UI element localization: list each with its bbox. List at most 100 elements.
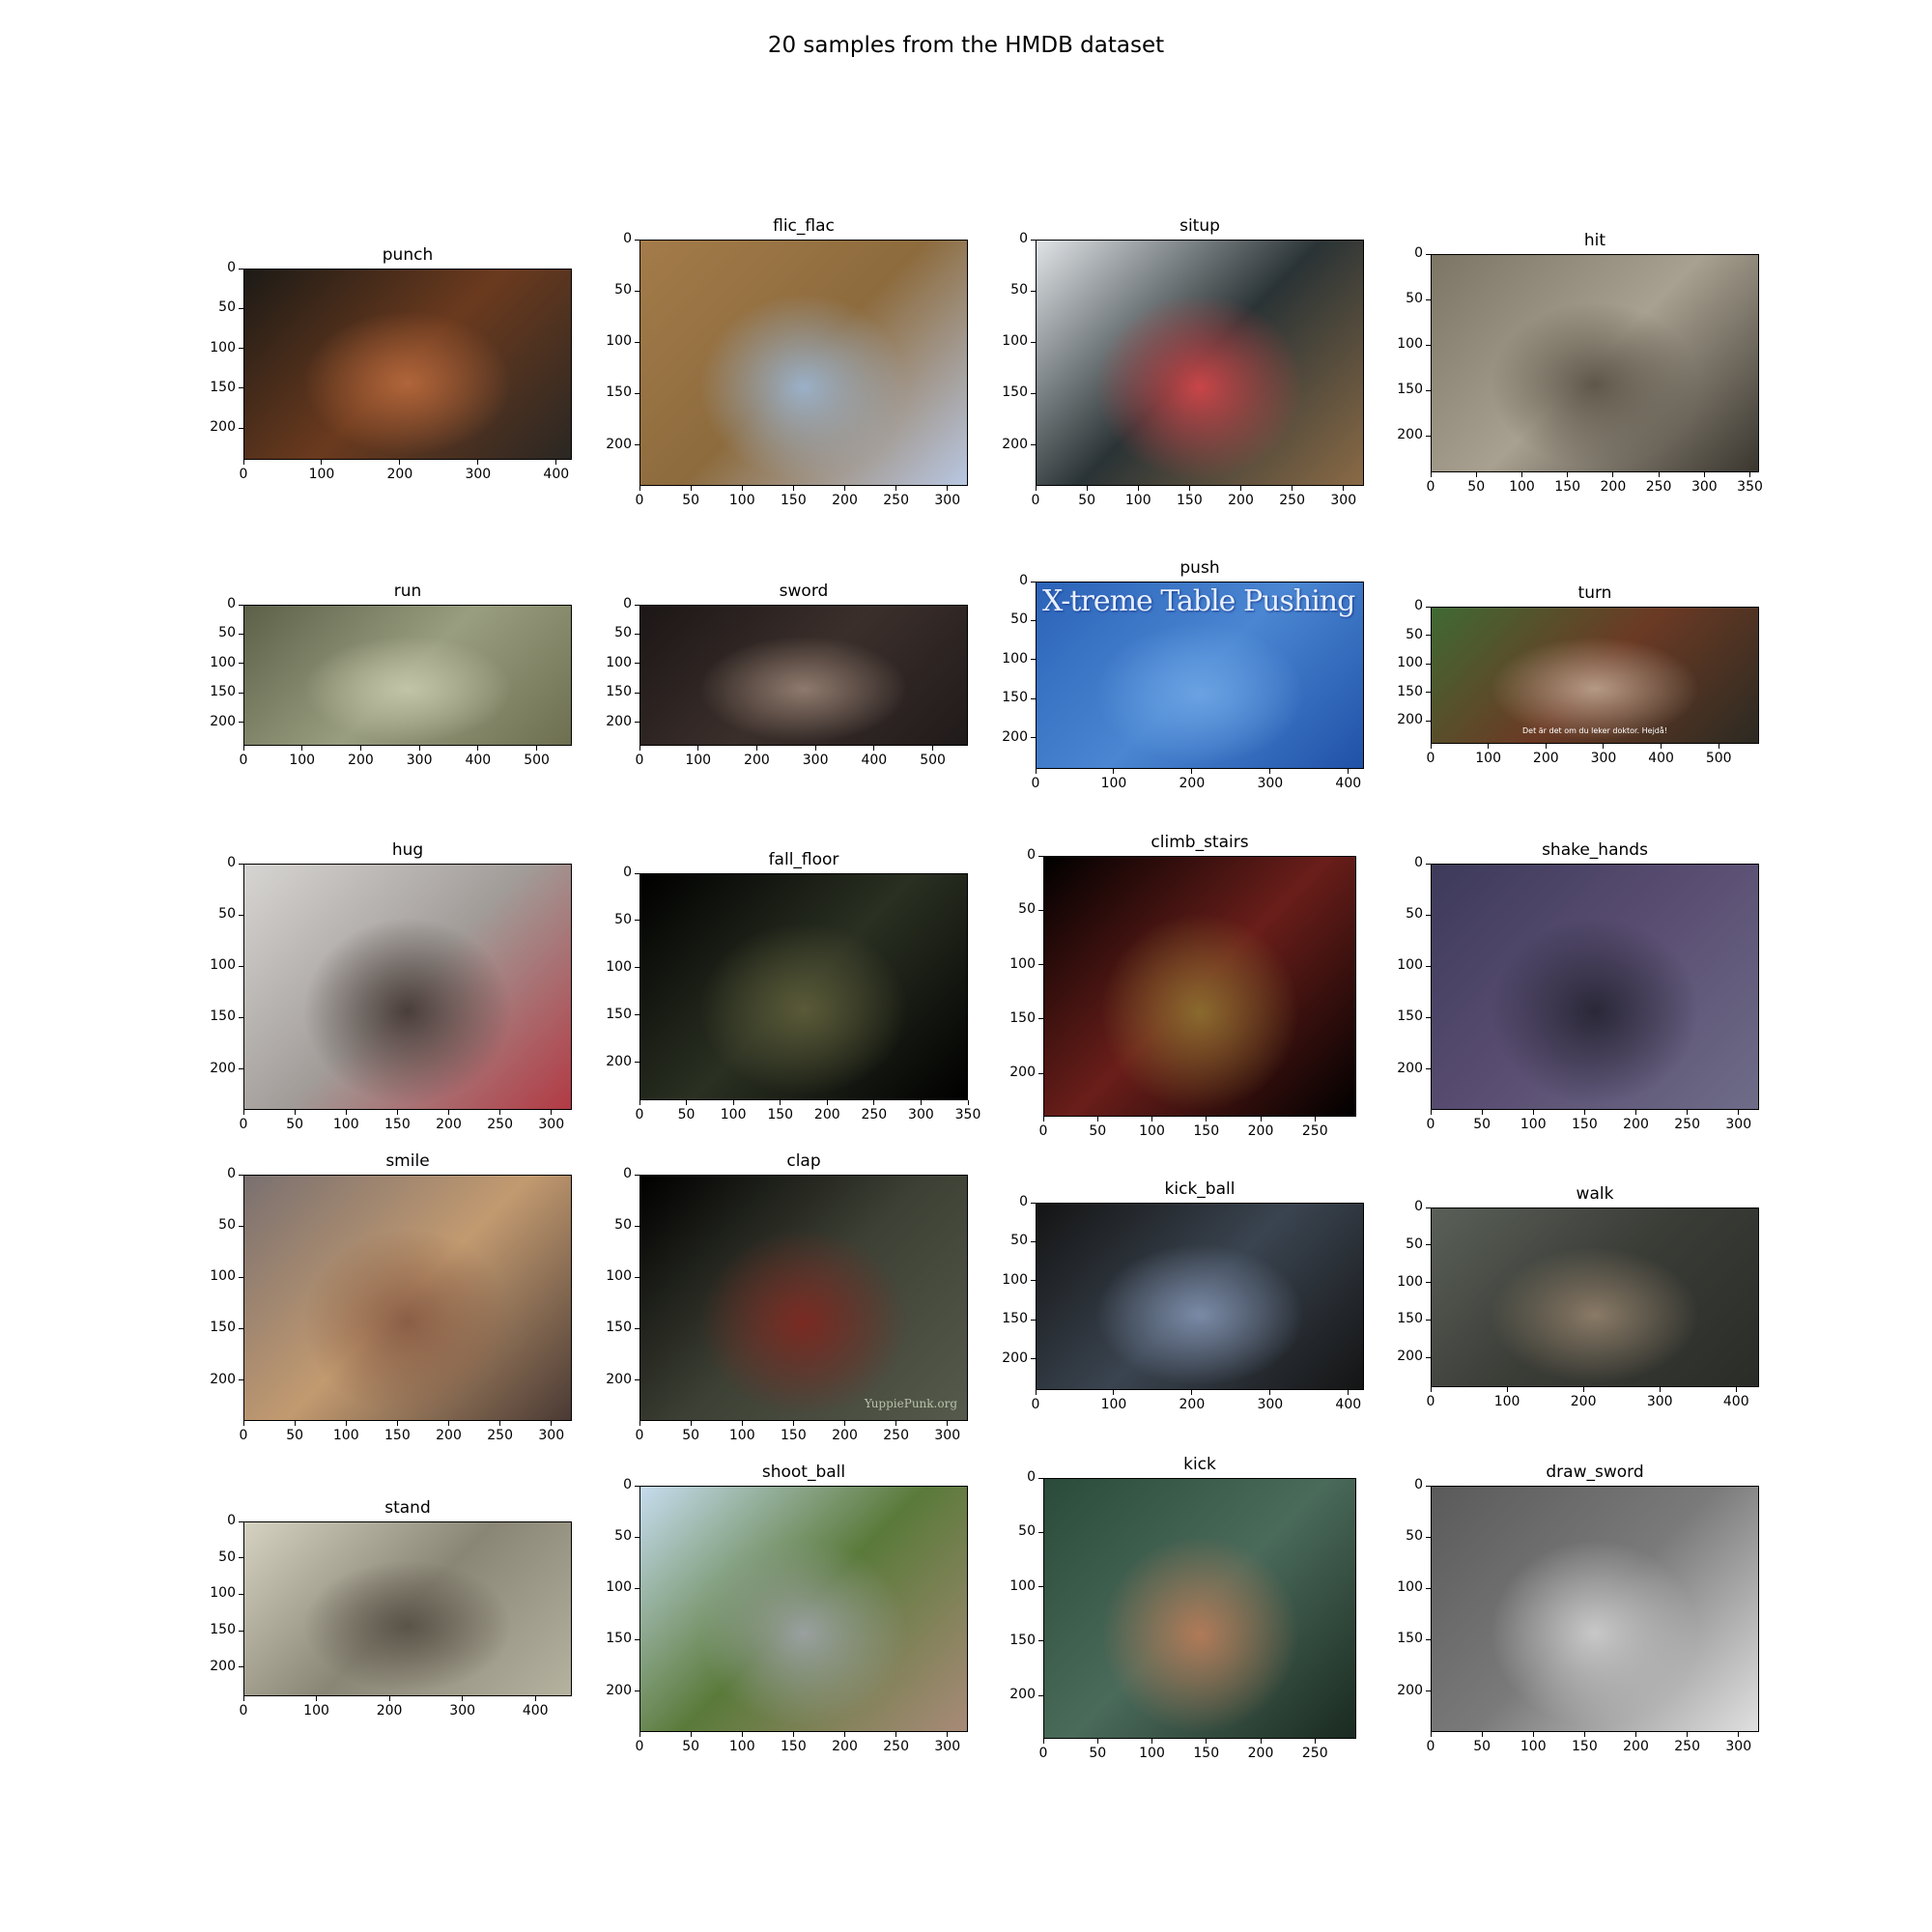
x-tick-label: 50 bbox=[286, 1428, 304, 1443]
x-tick bbox=[1738, 1732, 1740, 1737]
x-tick-label: 200 bbox=[832, 1739, 858, 1754]
x-tick-label: 50 bbox=[1089, 1123, 1107, 1139]
x-tick bbox=[1532, 1110, 1534, 1115]
y-tick bbox=[239, 1520, 243, 1522]
y-tick-label: 150 bbox=[1009, 1632, 1036, 1648]
y-tick bbox=[635, 967, 639, 969]
panel-title: sword bbox=[779, 582, 829, 601]
y-tick-label: 200 bbox=[606, 1682, 632, 1698]
y-tick bbox=[239, 387, 243, 389]
y-tick bbox=[1031, 444, 1036, 445]
x-tick bbox=[1096, 1117, 1098, 1122]
y-tick bbox=[1031, 290, 1036, 292]
watermark: YuppiePunk.org bbox=[864, 1397, 957, 1410]
panel-title: kick bbox=[1183, 1455, 1216, 1474]
x-tick bbox=[1583, 1732, 1585, 1737]
y-tick-label: 0 bbox=[227, 596, 236, 611]
x-tick-label: 200 bbox=[1623, 1117, 1649, 1132]
x-tick bbox=[1191, 1390, 1193, 1395]
y-tick-label: 150 bbox=[1002, 690, 1028, 706]
x-tick bbox=[895, 1421, 897, 1426]
x-tick-label: 50 bbox=[682, 493, 700, 508]
y-tick-label: 0 bbox=[227, 855, 236, 870]
x-tick bbox=[477, 460, 479, 465]
y-tick-label: 0 bbox=[1027, 1469, 1036, 1485]
video-frame-image bbox=[1036, 1203, 1364, 1390]
x-tick-label: 300 bbox=[1690, 479, 1718, 495]
y-tick bbox=[1031, 659, 1036, 661]
x-tick-label: 0 bbox=[239, 1703, 248, 1719]
x-tick bbox=[1343, 486, 1345, 491]
x-tick bbox=[321, 460, 323, 465]
x-tick-label: 200 bbox=[1247, 1746, 1274, 1761]
x-tick bbox=[448, 1110, 449, 1115]
x-tick bbox=[242, 460, 244, 465]
x-tick-label: 0 bbox=[1426, 479, 1435, 495]
y-tick-label: 150 bbox=[210, 1009, 236, 1025]
y-tick bbox=[239, 1557, 243, 1559]
x-tick-label: 0 bbox=[635, 1428, 644, 1443]
panel-title: situp bbox=[1179, 216, 1220, 236]
y-tick-label: 100 bbox=[1397, 957, 1423, 974]
y-tick-label: 100 bbox=[606, 1579, 632, 1596]
y-tick bbox=[239, 1379, 243, 1380]
y-tick-label: 200 bbox=[1397, 1682, 1423, 1698]
panel-title: hit bbox=[1583, 231, 1606, 250]
y-tick bbox=[239, 1666, 243, 1668]
panel-title: run bbox=[393, 582, 422, 601]
x-tick-label: 200 bbox=[436, 1428, 462, 1443]
x-tick bbox=[895, 1732, 897, 1737]
overlay-caption: X-treme Table Pushing bbox=[1042, 584, 1355, 618]
y-tick-label: 200 bbox=[1397, 712, 1423, 728]
x-tick bbox=[345, 1110, 347, 1115]
x-tick-label: 400 bbox=[543, 467, 570, 482]
x-tick-label: 100 bbox=[1100, 776, 1127, 791]
x-tick-label: 50 bbox=[1473, 1739, 1492, 1754]
y-tick bbox=[635, 1174, 639, 1176]
y-tick bbox=[1031, 697, 1036, 699]
x-tick-label: 200 bbox=[386, 467, 413, 482]
y-tick bbox=[635, 1014, 639, 1016]
x-tick-label: 0 bbox=[635, 1739, 644, 1754]
x-tick bbox=[1292, 486, 1293, 491]
y-tick bbox=[1426, 663, 1431, 665]
x-tick bbox=[1659, 1387, 1661, 1392]
video-frame-image bbox=[639, 873, 968, 1100]
x-tick bbox=[316, 1696, 318, 1701]
x-tick-label: 150 bbox=[1572, 1117, 1598, 1132]
y-tick-label: 100 bbox=[1397, 1273, 1423, 1290]
x-tick-label: 300 bbox=[1257, 1397, 1284, 1412]
y-tick-label: 100 bbox=[1397, 655, 1423, 671]
x-tick-label: 250 bbox=[1674, 1117, 1700, 1132]
x-tick bbox=[1151, 1739, 1152, 1744]
x-tick bbox=[792, 486, 794, 491]
x-tick-label: 0 bbox=[635, 1107, 644, 1122]
x-tick bbox=[534, 1696, 536, 1701]
y-tick-label: 100 bbox=[1002, 333, 1028, 350]
x-tick-label: 300 bbox=[934, 1739, 961, 1754]
x-tick bbox=[1430, 1387, 1432, 1392]
x-tick-label: 200 bbox=[376, 1703, 403, 1719]
x-tick-label: 50 bbox=[1078, 493, 1096, 508]
y-tick bbox=[635, 663, 639, 665]
x-tick-label: 300 bbox=[1725, 1739, 1752, 1754]
x-tick bbox=[1430, 472, 1432, 477]
x-tick-label: 500 bbox=[1705, 751, 1732, 766]
y-tick-label: 0 bbox=[227, 260, 236, 275]
y-tick-label: 150 bbox=[1397, 1009, 1423, 1025]
x-tick bbox=[755, 746, 757, 751]
x-tick-label: 400 bbox=[1335, 776, 1362, 791]
y-tick bbox=[239, 722, 243, 724]
y-tick bbox=[635, 444, 639, 445]
panel-title: turn bbox=[1577, 583, 1612, 603]
panel-title: shoot_ball bbox=[761, 1463, 846, 1482]
y-tick-label: 50 bbox=[1010, 611, 1028, 628]
x-tick bbox=[1749, 472, 1751, 477]
x-tick-label: 100 bbox=[332, 1428, 359, 1443]
panel-title: push bbox=[1179, 558, 1220, 578]
x-tick bbox=[895, 486, 897, 491]
panel-title: kick_ball bbox=[1164, 1179, 1236, 1199]
x-tick-label: 500 bbox=[920, 753, 946, 768]
y-tick-label: 0 bbox=[227, 1166, 236, 1181]
y-tick-label: 200 bbox=[1009, 1687, 1036, 1702]
